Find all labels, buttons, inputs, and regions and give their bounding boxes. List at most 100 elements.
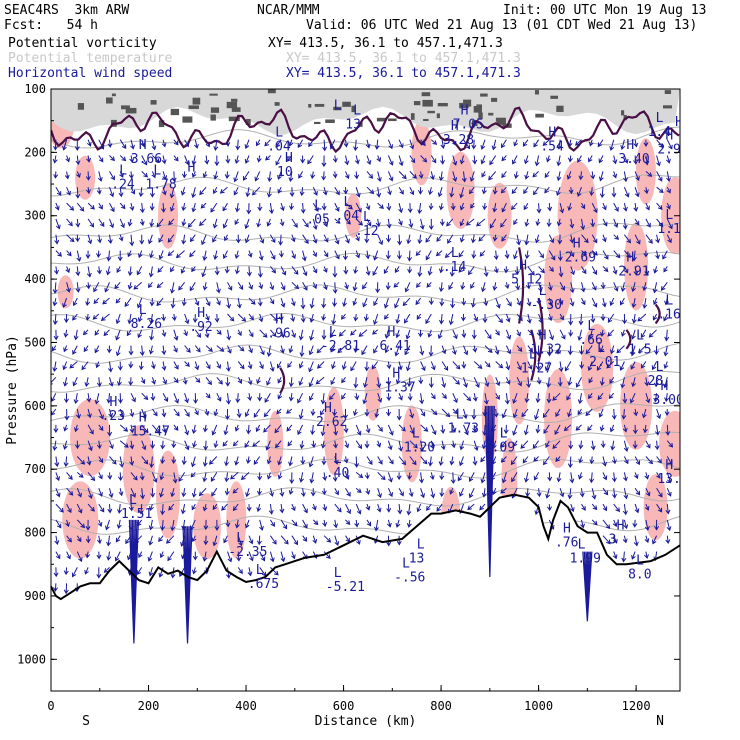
wind-arrow-1403: [225, 519, 231, 528]
wind-arrow-781: [337, 345, 346, 354]
wind-arrow-205: [387, 187, 392, 196]
wind-arrow-254: [289, 203, 294, 211]
wind-arrow-844: [397, 361, 403, 371]
wind-arrow-944: [225, 393, 231, 405]
wind-arrow-1454: [302, 535, 308, 542]
extremum-value-56: 8: [687, 561, 695, 576]
wind-arrow-1294: [245, 488, 250, 498]
wind-arrow-1332: [656, 487, 663, 498]
wind-arrow-47: [556, 139, 562, 150]
wind-arrow-96: [459, 155, 465, 165]
wind-arrow-508: [527, 266, 535, 276]
extremum-value-28: -2.81: [321, 339, 360, 354]
wind-arrow-643: [100, 313, 110, 322]
wind-arrow-1177: [234, 456, 240, 466]
wind-arrow-867: [640, 361, 647, 369]
extremum-type-41: L: [456, 408, 464, 423]
wind-arrow-702: [115, 329, 121, 341]
wind-arrow-217: [511, 186, 518, 195]
wind-arrow-985: [664, 393, 670, 403]
wind-arrow-523: [66, 282, 71, 293]
wind-arrow-1419: [395, 519, 401, 528]
wind-arrow-977: [577, 393, 583, 405]
wind-arrow-1193: [409, 456, 417, 466]
wind-arrow-1480: [159, 551, 165, 559]
wind-arrow-883: [194, 376, 201, 383]
wind-arrow-1463: [602, 535, 611, 545]
wind-arrow-109: [598, 155, 604, 164]
wind-arrow-382: [417, 234, 423, 245]
wind-arrow-885: [216, 376, 223, 385]
wind-arrow-1021: [430, 408, 438, 416]
extremum-value-50: -.56: [394, 570, 425, 585]
strat-speckle-34: [476, 104, 482, 110]
wind-arrow-111: [623, 155, 629, 164]
wind-arrow-281: [580, 202, 586, 210]
wind-arrow-1239: [277, 472, 283, 480]
pv-contour-cell-2: [654, 303, 661, 325]
wind-arrow-1135: [409, 440, 418, 449]
wind-arrow-1335: [66, 503, 72, 514]
strat-speckle-54: [664, 90, 672, 95]
wind-arrow-644: [115, 313, 121, 325]
wind-arrow-527: [104, 282, 110, 293]
wind-arrow-1260: [501, 472, 507, 484]
wind-arrow-399: [602, 234, 607, 243]
wind-arrow-757: [83, 345, 89, 353]
wind-arrow-1157: [645, 440, 651, 449]
extremum-type-9: H: [451, 119, 459, 134]
wind-arrow-555: [404, 282, 411, 293]
wind-arrow-42: [500, 139, 507, 149]
wind-arrow-335: [535, 218, 541, 227]
wind-arrow-1007: [276, 408, 282, 415]
wind-arrow-1012: [332, 408, 338, 417]
legend-pv-xy: XY= 413.5, 36.1 to 457.1,471.3: [268, 36, 503, 51]
wind-arrow-532: [156, 281, 164, 289]
wind-arrow-367: [259, 234, 265, 244]
wind-arrow-629: [581, 297, 586, 306]
wind-arrow-1427: [632, 519, 638, 528]
wind-arrow-253: [280, 202, 285, 212]
wind-arrow-1222: [98, 472, 103, 480]
wind-arrow-1449: [248, 535, 254, 545]
wind-arrow-1282: [118, 488, 124, 497]
wind-arrow-440: [415, 250, 421, 257]
wind-arrow-1381: [613, 503, 621, 513]
wind-arrow-797: [516, 345, 523, 352]
wind-arrow-1032: [542, 408, 550, 418]
wind-arrow-999: [194, 408, 199, 416]
wind-arrow-1206: [543, 456, 550, 466]
wind-arrow-1422: [580, 519, 585, 529]
extremum-type-5: H: [285, 151, 293, 166]
theta-contour-11: [51, 487, 680, 507]
wind-arrow-146: [376, 171, 382, 183]
wind-arrow-627: [558, 297, 564, 306]
wind-arrow-631: [601, 297, 607, 308]
wind-arrow-774: [266, 345, 272, 357]
wind-arrow-161: [532, 171, 539, 178]
wind-arrow-1410: [302, 519, 308, 529]
theta-contour-0: [51, 126, 680, 149]
wind-arrow-287: [645, 202, 650, 211]
wind-arrow-876: [116, 377, 122, 387]
wind-arrow-609: [362, 297, 368, 308]
extremum-value-52: 1.99: [570, 551, 601, 566]
wind-arrow-417: [167, 250, 175, 257]
wind-arrow-198: [312, 186, 318, 196]
wind-arrow-939: [173, 393, 179, 404]
wind-arrow-1418: [386, 519, 392, 528]
extremum-type-4: H: [188, 160, 196, 175]
wind-arrow-965: [452, 392, 458, 404]
wind-arrow-1459: [355, 535, 361, 545]
wind-arrow-770: [227, 345, 232, 354]
wind-arrow-811: [663, 345, 669, 357]
forecast-hour: Fcst: 54 h: [4, 18, 98, 33]
wind-arrow-154: [461, 171, 467, 183]
wind-arrow-385: [447, 234, 454, 244]
wind-arrow-901: [386, 377, 392, 386]
wind-arrow-291: [66, 218, 73, 227]
wind-arrow-290: [55, 218, 61, 230]
wind-arrow-815: [81, 361, 89, 371]
wind-arrow-1033: [555, 408, 561, 418]
wind-arrow-72: [204, 155, 210, 165]
